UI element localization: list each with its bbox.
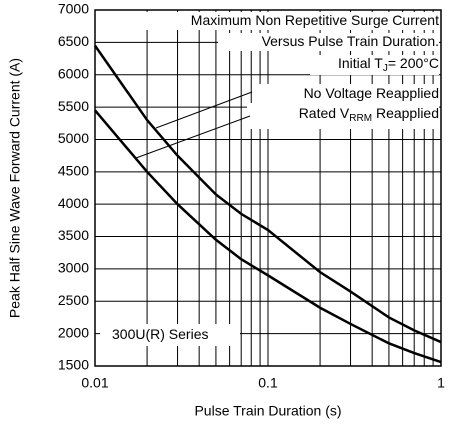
y-tick-label: 2000 <box>58 324 89 340</box>
y-axis-label: Peak Half Sine Wave Forward Current (A) <box>7 58 23 318</box>
text-part: 300U(R) Series <box>112 326 208 342</box>
y-tick-label: 3500 <box>58 227 89 243</box>
line-series <box>93 44 442 344</box>
y-tick-label: 6000 <box>58 65 89 81</box>
label-background <box>218 33 439 51</box>
leader-line <box>135 115 251 159</box>
y-tick-label: 4500 <box>58 163 89 179</box>
text-part: = 200°C <box>388 55 439 71</box>
y-tick-label: 3000 <box>58 260 89 276</box>
y-tick-label: 5000 <box>58 130 89 146</box>
line-series <box>94 109 442 364</box>
y-tick-label: 2500 <box>58 292 89 308</box>
text-part: Reapplied <box>372 105 439 121</box>
label-background <box>100 324 240 346</box>
text-part: J <box>383 63 388 74</box>
y-tick-label: 6500 <box>58 33 89 49</box>
label-background <box>117 12 439 30</box>
x-tick-label: 0.1 <box>258 375 278 391</box>
text-part: Initial T <box>338 55 383 71</box>
y-tick-label: 1500 <box>58 357 89 373</box>
x-tick-label: 1 <box>437 375 445 391</box>
annotation: Initial TJ= 200°C <box>338 55 439 74</box>
text-part: RRM <box>349 113 372 124</box>
label-background <box>310 55 439 75</box>
x-tick-label: 0.01 <box>81 375 108 391</box>
y-tick-label: 4000 <box>58 195 89 211</box>
y-tick-label: 7000 <box>58 1 89 17</box>
annotation: 300U(R) Series <box>112 326 208 342</box>
label-background <box>252 84 441 104</box>
text-part: Maximum Non Repetitive Surge Current <box>191 12 439 28</box>
leader-line <box>155 91 253 129</box>
text-part: No Voltage Reapplied <box>304 85 439 101</box>
annotation: Versus Pulse Train Duration. <box>262 33 439 49</box>
text-part: Rated V <box>299 105 350 121</box>
y-tick-label: 5500 <box>58 98 89 114</box>
plot-frame <box>94 9 442 367</box>
text-part: Versus Pulse Train Duration. <box>262 33 439 49</box>
series-label: No Voltage Reapplied <box>304 85 439 101</box>
x-axis-label: Pulse Train Duration (s) <box>194 403 341 419</box>
annotation: Maximum Non Repetitive Surge Current <box>191 12 439 28</box>
label-background <box>247 103 439 129</box>
series-label: Rated VRRM Reapplied <box>299 105 439 124</box>
